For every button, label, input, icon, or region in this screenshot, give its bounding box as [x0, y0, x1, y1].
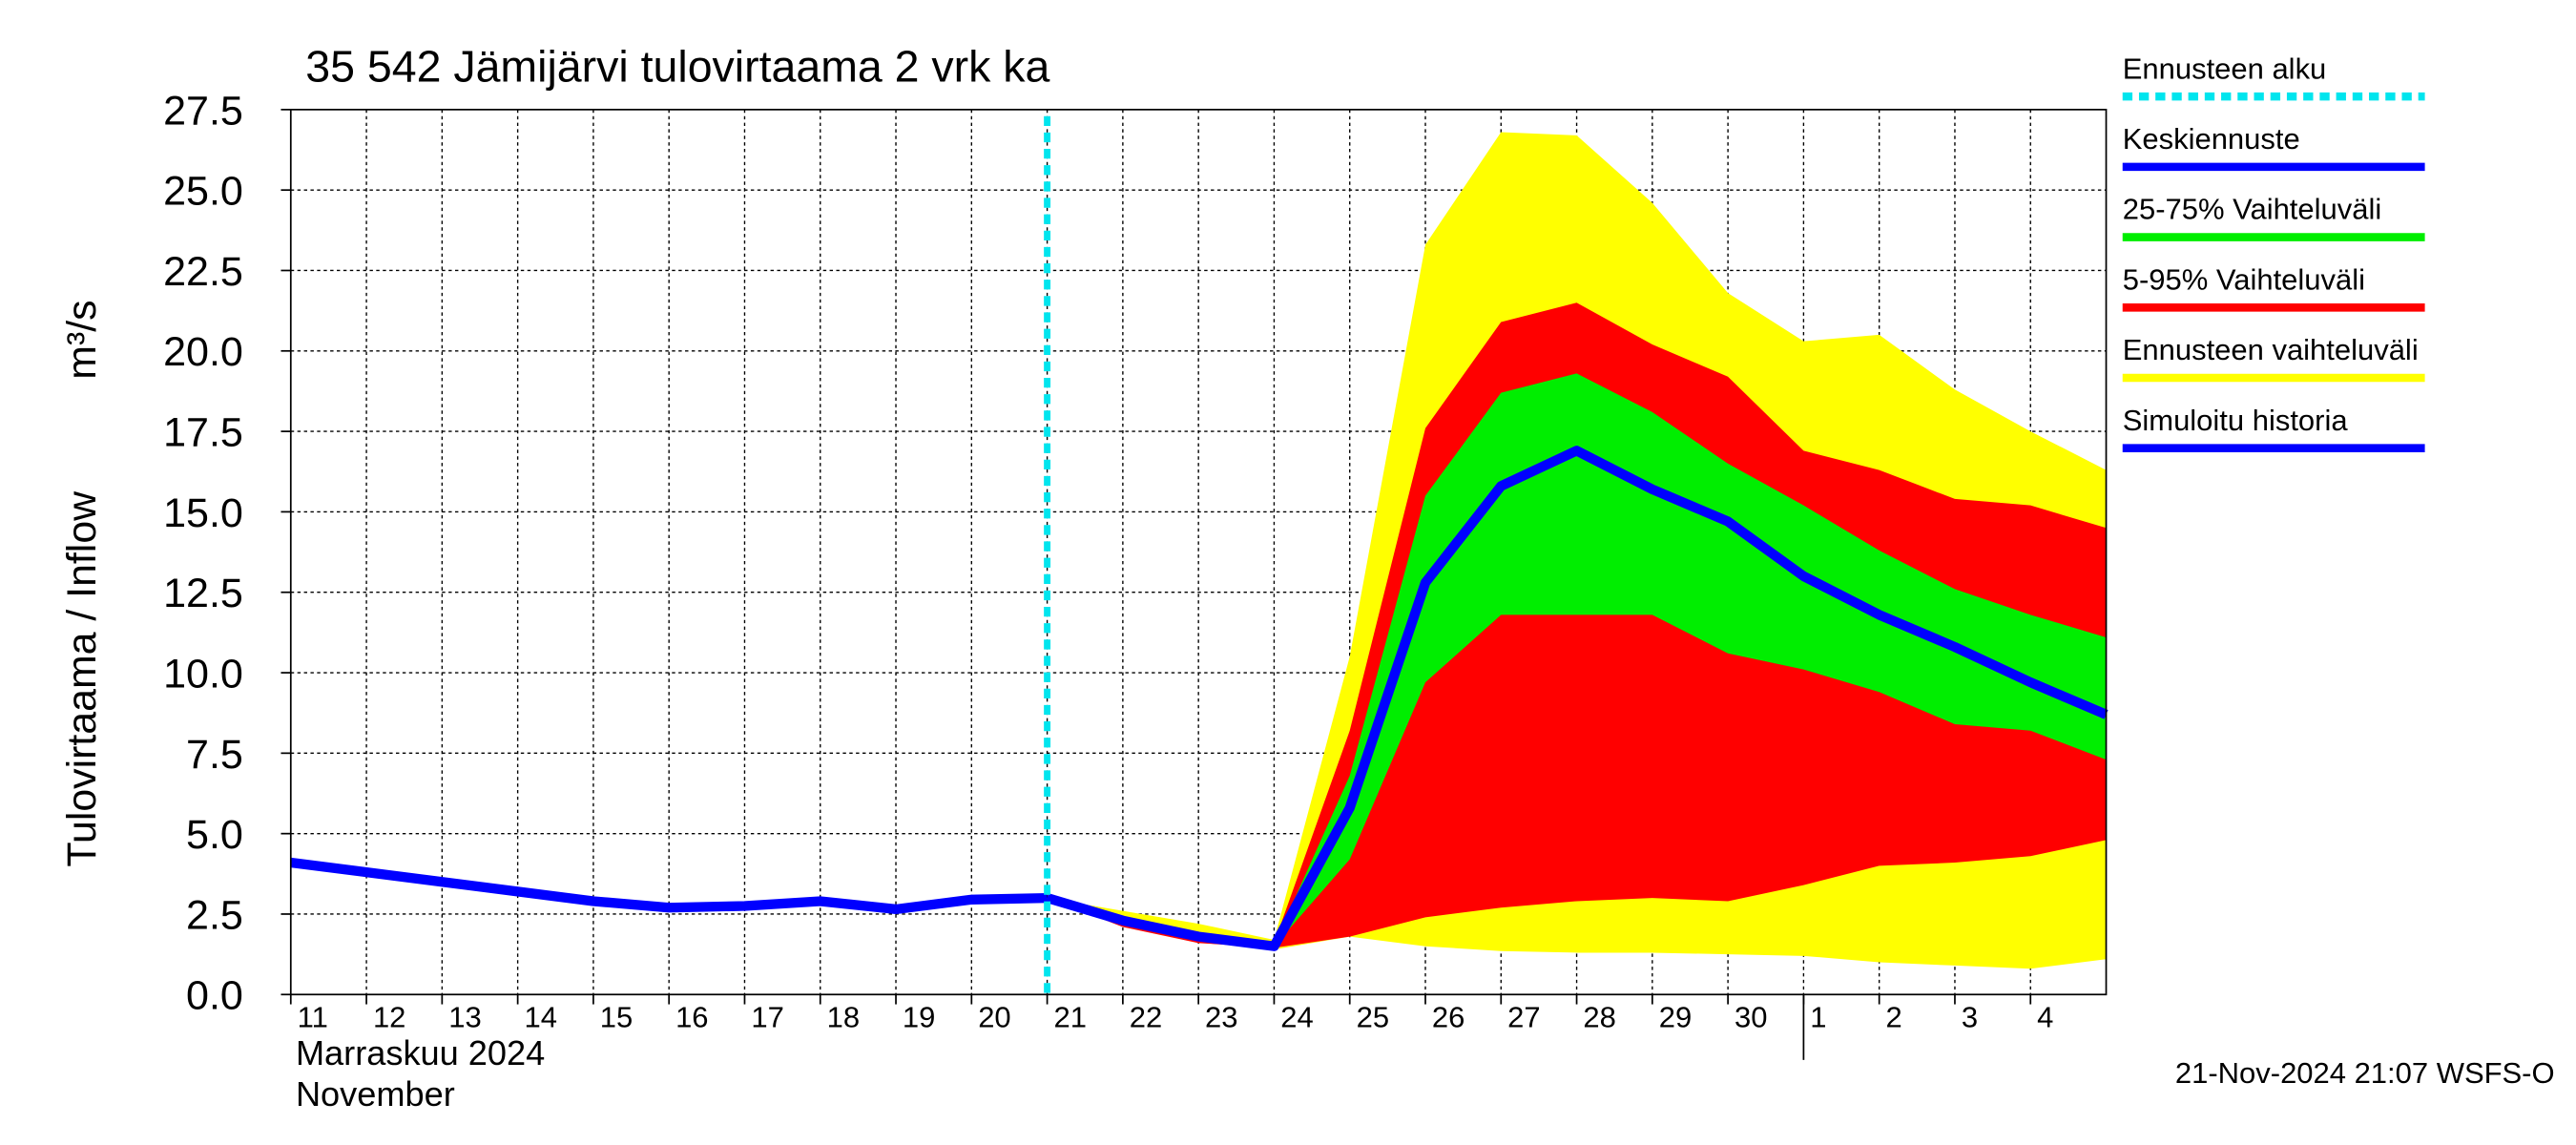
band-area	[1047, 302, 2107, 948]
y-tick-label: 20.0	[163, 329, 243, 375]
x-tick-label: 27	[1507, 1001, 1540, 1034]
x-tick-label: 15	[600, 1001, 633, 1034]
x-tick-label: 3	[1962, 1001, 1978, 1034]
x-tick-label: 20	[978, 1001, 1010, 1034]
y-tick-label: 27.5	[163, 88, 243, 134]
footer: 21-Nov-2024 21:07 WSFS-O	[2175, 1056, 2555, 1090]
x-tick-label: 30	[1735, 1001, 1767, 1034]
legend-label: Ennusteen vaihteluväli	[2123, 333, 2419, 366]
x-tick-label: 14	[525, 1001, 557, 1034]
y-tick-label: 25.0	[163, 169, 243, 215]
y-tick-label: 15.0	[163, 490, 243, 536]
y-tick-label: 5.0	[186, 812, 243, 858]
x-tick-label: 21	[1053, 1001, 1086, 1034]
plot-frame	[289, 109, 2108, 996]
x-tick-label: 22	[1130, 1001, 1162, 1034]
series-line	[1046, 446, 2109, 951]
month-label: Marraskuu 2024	[296, 1033, 545, 1072]
x-tick-label: 19	[903, 1001, 935, 1034]
legend-label: Ennusteen alku	[2123, 52, 2327, 85]
legend-label: Simuloitu historia	[2123, 404, 2349, 437]
x-tick-label: 26	[1432, 1001, 1465, 1034]
series-line	[290, 857, 1048, 915]
x-tick-label: 28	[1583, 1001, 1615, 1034]
month-label: November	[296, 1074, 455, 1114]
y-axis-unit: m³/s	[59, 300, 105, 379]
y-tick-label: 17.5	[163, 410, 243, 456]
y-tick-label: 0.0	[186, 973, 243, 1019]
x-tick-label: 11	[298, 1001, 328, 1034]
x-tick-label: 16	[675, 1001, 708, 1034]
y-tick-label: 22.5	[163, 249, 243, 295]
x-tick-label: 12	[373, 1001, 405, 1034]
y-tick-label: 10.0	[163, 652, 243, 697]
legend-label: Keskiennuste	[2123, 122, 2300, 156]
x-tick-label: 23	[1205, 1001, 1237, 1034]
y-tick-label: 12.5	[163, 571, 243, 616]
chart-title: 35 542 Jämijärvi tulovirtaama 2 vrk ka	[305, 42, 1049, 92]
x-tick-label: 17	[751, 1001, 783, 1034]
x-tick-label: 4	[2037, 1001, 2053, 1034]
x-tick-label: 2	[1886, 1001, 1902, 1034]
x-tick-label: 29	[1659, 1001, 1692, 1034]
band-area	[1047, 373, 2107, 947]
x-tick-label: 24	[1280, 1001, 1313, 1034]
x-tick-label: 1	[1810, 1001, 1826, 1034]
y-axis-label: Tulovirtaama / Inflow	[59, 490, 105, 867]
x-tick-label: 25	[1357, 1001, 1389, 1034]
x-tick-label: 13	[448, 1001, 481, 1034]
x-tick-label: 18	[827, 1001, 860, 1034]
legend-label: 5-95% Vaihteluväli	[2123, 262, 2365, 296]
y-tick-label: 2.5	[186, 892, 243, 938]
y-tick-label: 7.5	[186, 732, 243, 778]
legend-label: 25-75% Vaihteluväli	[2123, 193, 2381, 226]
